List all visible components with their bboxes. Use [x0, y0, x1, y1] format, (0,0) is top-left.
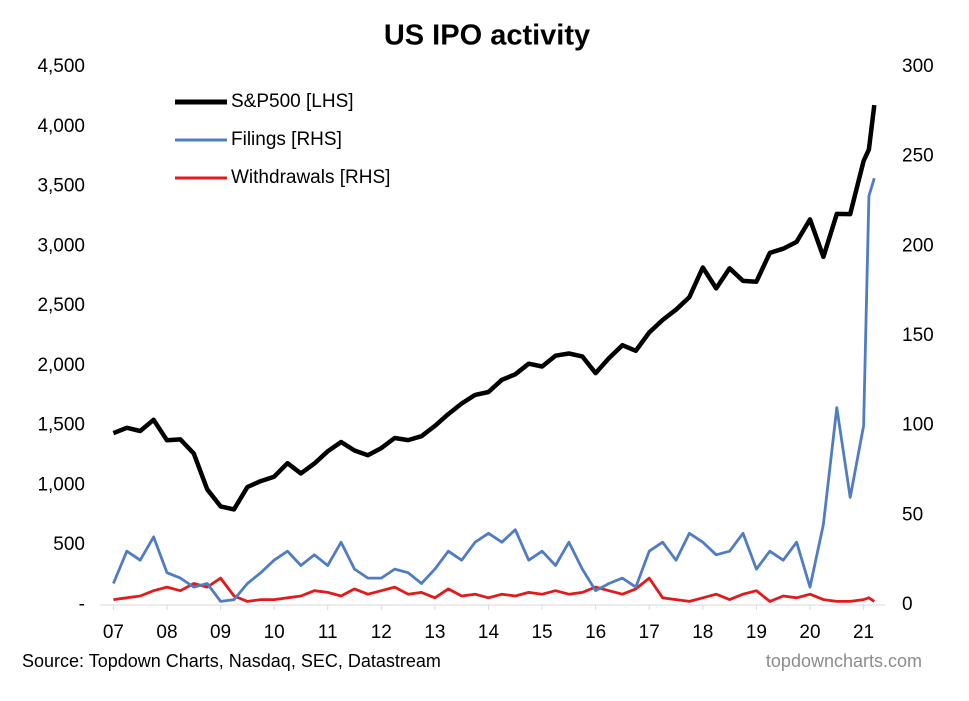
legend-label: Filings [RHS] — [231, 129, 342, 150]
y-tick-label: 1,500 — [37, 415, 85, 436]
y-tick-label: - — [79, 594, 85, 615]
y-tick-label: 4,000 — [37, 116, 85, 137]
y2-tick-label: 0 — [902, 594, 913, 615]
x-tick-label: 14 — [478, 622, 500, 643]
y-tick-label: 3,500 — [37, 176, 85, 197]
y-tick-label: 1,000 — [37, 474, 85, 495]
x-tick-label: 18 — [692, 622, 713, 643]
y2-tick-label: 50 — [902, 504, 923, 525]
y-tick-label: 3,000 — [37, 235, 85, 256]
chart-title: US IPO activity — [384, 20, 590, 52]
series-line — [112, 177, 876, 603]
y-tick-label: 500 — [53, 534, 85, 555]
y2-tick-label: 100 — [902, 415, 934, 436]
series-line — [112, 104, 877, 512]
source-note: Source: Topdown Charts, Nasdaq, SEC, Dat… — [22, 651, 441, 671]
y2-tick-label: 150 — [902, 325, 934, 346]
x-tick-label: 16 — [585, 622, 606, 643]
x-tick-label: 11 — [318, 622, 338, 643]
y-tick-label: 2,500 — [37, 295, 85, 316]
x-tick-label: 20 — [799, 622, 820, 643]
y2-tick-label: 200 — [902, 235, 934, 256]
watermark: topdowncharts.com — [766, 651, 922, 671]
x-tick-label: 19 — [746, 622, 767, 643]
x-tick-label: 08 — [156, 622, 177, 643]
series-line — [113, 576, 876, 603]
x-tick-label: 10 — [264, 622, 285, 643]
y2-tick-label: 300 — [902, 56, 934, 77]
x-tick-label: 07 — [103, 622, 124, 643]
legend-label: Withdrawals [RHS] — [231, 167, 390, 188]
x-tick-label: 21 — [853, 622, 874, 643]
x-tick-label: 17 — [639, 622, 660, 643]
y-tick-label: 2,000 — [37, 355, 85, 376]
x-tick-label: 15 — [531, 622, 552, 643]
x-tick-label: 12 — [371, 622, 392, 643]
y-tick-label: 4,500 — [37, 56, 85, 77]
x-tick-label: 09 — [210, 622, 231, 643]
y2-tick-label: 250 — [902, 146, 934, 167]
x-tick-label: 13 — [424, 622, 445, 643]
legend-label: S&P500 [LHS] — [231, 91, 354, 112]
